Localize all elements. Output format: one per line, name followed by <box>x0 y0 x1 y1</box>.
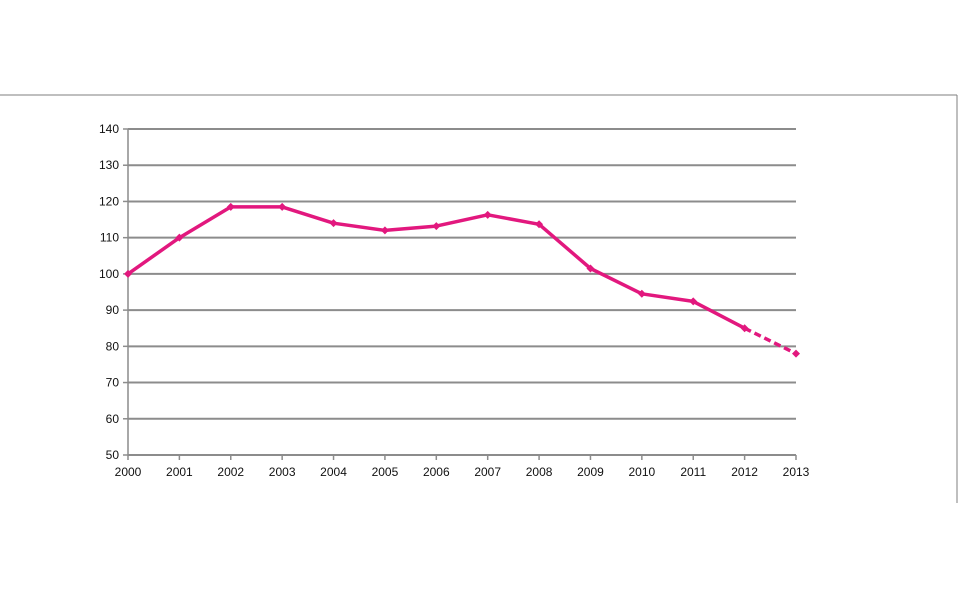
x-tick-label: 2001 <box>166 465 193 479</box>
x-tick-label: 2006 <box>423 465 450 479</box>
x-tick-label: 2011 <box>680 465 706 479</box>
data-point-2012 <box>740 324 749 333</box>
data-point-2006 <box>432 222 441 231</box>
x-tick-label: 2009 <box>577 465 604 479</box>
x-tick-label: 2008 <box>526 465 553 479</box>
data-point-2009 <box>586 264 595 273</box>
gridlines <box>128 128 796 420</box>
chart-border <box>0 94 958 503</box>
x-tick-label: 2004 <box>320 465 347 479</box>
data-point-2004 <box>329 219 338 228</box>
y-tick-label: 50 <box>106 448 120 462</box>
data-point-2003 <box>278 202 287 211</box>
data-point-2007 <box>483 210 492 219</box>
data-point-2013 <box>792 349 800 358</box>
data-point-2002 <box>226 202 235 211</box>
data-point-2001 <box>175 233 184 242</box>
x-tick-label: 2007 <box>474 465 501 479</box>
y-tick-label: 60 <box>106 412 120 426</box>
x-tick-label: 2010 <box>628 465 655 479</box>
x-tick-label: 2005 <box>372 465 399 479</box>
y-tick-label: 110 <box>100 231 119 245</box>
data-point-2005 <box>380 226 389 235</box>
data-point-2011 <box>689 297 698 306</box>
data-point-2010 <box>637 289 646 298</box>
y-tick-label: 140 <box>99 122 119 136</box>
y-tick-label: 120 <box>99 194 119 208</box>
y-tick-label: 80 <box>106 339 120 353</box>
y-tick-label: 70 <box>106 376 120 390</box>
y-tick-labels: 50 60 70 80 90 100 110 120 130 140 <box>99 122 119 462</box>
x-tick-label: 2003 <box>269 465 296 479</box>
y-tick-label: 100 <box>99 267 119 281</box>
x-tick-label: 2012 <box>731 465 758 479</box>
x-tick-label: 2002 <box>217 465 244 479</box>
x-tick-label: 2000 <box>115 465 142 479</box>
series-line-projection <box>743 326 797 356</box>
x-tick-labels: 2000 2001 2002 2003 2004 2005 2006 2007 2008 2009… <box>115 465 810 479</box>
y-tick-label: 130 <box>99 158 119 172</box>
data-point-2008 <box>535 220 544 229</box>
y-tick-label: 90 <box>106 303 120 317</box>
series-layer <box>124 202 800 358</box>
data-point-2000 <box>124 269 132 278</box>
axes <box>123 128 797 460</box>
x-tick-label: 2013 <box>783 465 810 479</box>
